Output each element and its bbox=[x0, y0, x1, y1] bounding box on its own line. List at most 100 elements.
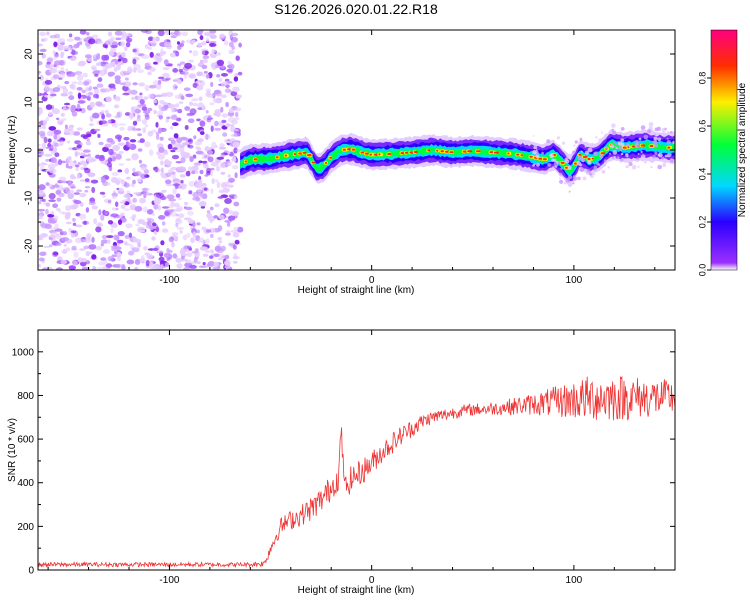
noise-speck bbox=[168, 204, 174, 209]
ridge-hot bbox=[622, 146, 628, 149]
ridge-speck bbox=[648, 122, 654, 127]
noise-speck bbox=[210, 206, 214, 211]
noise-speck bbox=[232, 211, 240, 217]
ridge-hot bbox=[360, 151, 365, 154]
noise-speck bbox=[88, 123, 94, 126]
snr-frame bbox=[37, 329, 676, 571]
ridge-speck bbox=[541, 151, 544, 155]
colorbar: 0.0 0.2 0.4 0.6 0.8 Normalized spectral ampl… bbox=[697, 29, 748, 276]
noise-speck bbox=[38, 163, 41, 167]
noise-speck bbox=[184, 201, 189, 206]
noise-speck bbox=[145, 259, 150, 267]
ridge-hot bbox=[667, 146, 671, 149]
noise-speck bbox=[144, 114, 150, 120]
noise-speck bbox=[91, 186, 96, 194]
noise-speck bbox=[83, 81, 90, 86]
noise-speck bbox=[50, 231, 59, 237]
ridge-hot bbox=[529, 155, 533, 158]
noise-speck bbox=[179, 230, 183, 234]
noise-speck bbox=[113, 234, 118, 241]
noise-speck bbox=[185, 93, 194, 98]
ridge-speck bbox=[587, 160, 592, 165]
noise-speck bbox=[105, 113, 112, 118]
noise-speck bbox=[107, 199, 112, 204]
noise-speck bbox=[155, 226, 160, 233]
snr-xlabel: Height of straight line (km) bbox=[298, 585, 415, 596]
noise-speck bbox=[71, 260, 78, 267]
noise-speck bbox=[147, 36, 154, 42]
noise-speck bbox=[176, 205, 184, 212]
noise-speck bbox=[178, 166, 185, 172]
noise-speck bbox=[206, 150, 214, 155]
noise-speck bbox=[44, 94, 48, 98]
noise-speck bbox=[56, 242, 62, 246]
noise-speck bbox=[58, 176, 67, 181]
noise-speck bbox=[177, 63, 182, 66]
noise-speck bbox=[125, 42, 131, 48]
ridge-speck bbox=[663, 158, 668, 164]
noise-speck bbox=[71, 245, 77, 250]
noise-speck bbox=[51, 108, 60, 115]
ridge-speck bbox=[566, 157, 569, 160]
noise-speck bbox=[233, 253, 237, 257]
noise-speck bbox=[125, 37, 133, 43]
ridge-hot bbox=[467, 150, 473, 153]
noise-speck bbox=[118, 163, 125, 166]
noise-speck bbox=[100, 242, 104, 247]
noise-speck bbox=[92, 112, 100, 119]
ridge-speck bbox=[609, 152, 611, 155]
noise-speck bbox=[225, 161, 233, 164]
noise-speck bbox=[202, 58, 209, 64]
noise-speck bbox=[86, 96, 91, 101]
noise-speck bbox=[162, 73, 170, 78]
noise-speck bbox=[156, 250, 164, 254]
noise-speck bbox=[223, 207, 230, 214]
noise-speck bbox=[101, 109, 105, 114]
noise-speck bbox=[232, 86, 240, 93]
noise-speck bbox=[231, 119, 238, 125]
noise-speck bbox=[127, 142, 132, 148]
noise-speck bbox=[158, 127, 162, 134]
ridge-hot bbox=[342, 148, 346, 151]
noise-speck bbox=[62, 105, 67, 110]
noise-speck bbox=[107, 31, 113, 37]
noise-speck bbox=[152, 222, 157, 226]
noise-speck bbox=[224, 254, 230, 260]
noise-speck bbox=[185, 170, 191, 177]
noise-speck bbox=[38, 143, 41, 147]
noise-speck bbox=[86, 32, 90, 36]
ridge-speck bbox=[652, 131, 655, 134]
noise-speck bbox=[181, 142, 189, 146]
noise-speck bbox=[202, 160, 208, 164]
noise-speck bbox=[190, 237, 196, 244]
noise-speck bbox=[144, 124, 149, 128]
noise-speck bbox=[147, 41, 151, 46]
noise-speck bbox=[83, 39, 88, 42]
snr-xtick-label: 0 bbox=[369, 575, 375, 586]
noise-speck bbox=[206, 93, 214, 98]
noise-speck bbox=[176, 263, 183, 269]
noise-speck bbox=[235, 55, 240, 61]
noise-speck bbox=[115, 37, 122, 41]
noise-speck bbox=[71, 104, 76, 111]
noise-speck bbox=[79, 160, 86, 165]
noise-speck bbox=[52, 50, 56, 55]
ridge-hot bbox=[436, 149, 439, 152]
noise-speck bbox=[224, 198, 232, 204]
noise-speck bbox=[162, 67, 170, 70]
noise-speck bbox=[95, 226, 102, 233]
noise-speck bbox=[118, 123, 126, 126]
noise-speck bbox=[99, 191, 106, 195]
colorbar-label: Normalized spectral amplitude bbox=[737, 82, 748, 217]
ridge-speck bbox=[654, 144, 659, 148]
noise-speck bbox=[76, 103, 81, 110]
noise-speck bbox=[106, 137, 114, 143]
noise-speck bbox=[218, 79, 222, 82]
noise-speck bbox=[161, 228, 169, 233]
noise-speck bbox=[75, 164, 80, 168]
noise-speck bbox=[164, 211, 170, 217]
noise-speck bbox=[171, 107, 176, 113]
noise-speck bbox=[209, 102, 215, 106]
noise-speck bbox=[220, 65, 225, 69]
noise-speck bbox=[224, 219, 232, 223]
